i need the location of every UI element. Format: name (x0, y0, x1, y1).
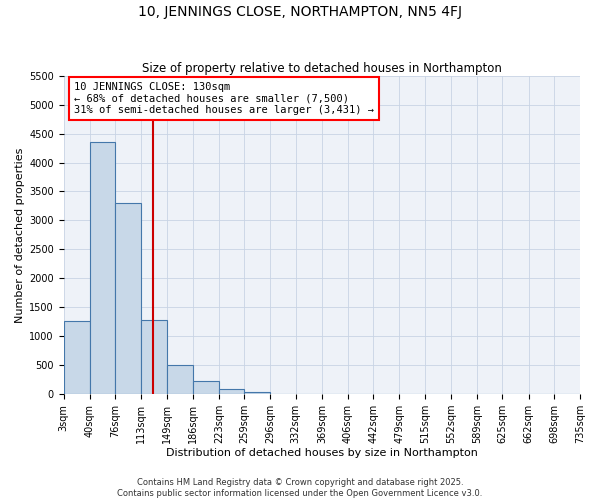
Title: Size of property relative to detached houses in Northampton: Size of property relative to detached ho… (142, 62, 502, 74)
Bar (244, 392, 271, 394)
Bar (64, 320, 90, 394)
Bar (193, 381, 219, 394)
Text: Contains HM Land Registry data © Crown copyright and database right 2025.
Contai: Contains HM Land Registry data © Crown c… (118, 478, 482, 498)
Text: 10, JENNINGS CLOSE, NORTHAMPTON, NN5 4FJ: 10, JENNINGS CLOSE, NORTHAMPTON, NN5 4FJ (138, 5, 462, 19)
Y-axis label: Number of detached properties: Number of detached properties (15, 147, 25, 322)
Bar (219, 389, 244, 394)
Bar (167, 365, 193, 394)
Bar (115, 203, 141, 394)
Text: 10 JENNINGS CLOSE: 130sqm
← 68% of detached houses are smaller (7,500)
31% of se: 10 JENNINGS CLOSE: 130sqm ← 68% of detac… (74, 82, 374, 115)
Bar (90, 142, 115, 394)
X-axis label: Distribution of detached houses by size in Northampton: Distribution of detached houses by size … (166, 448, 478, 458)
Bar (141, 320, 167, 394)
